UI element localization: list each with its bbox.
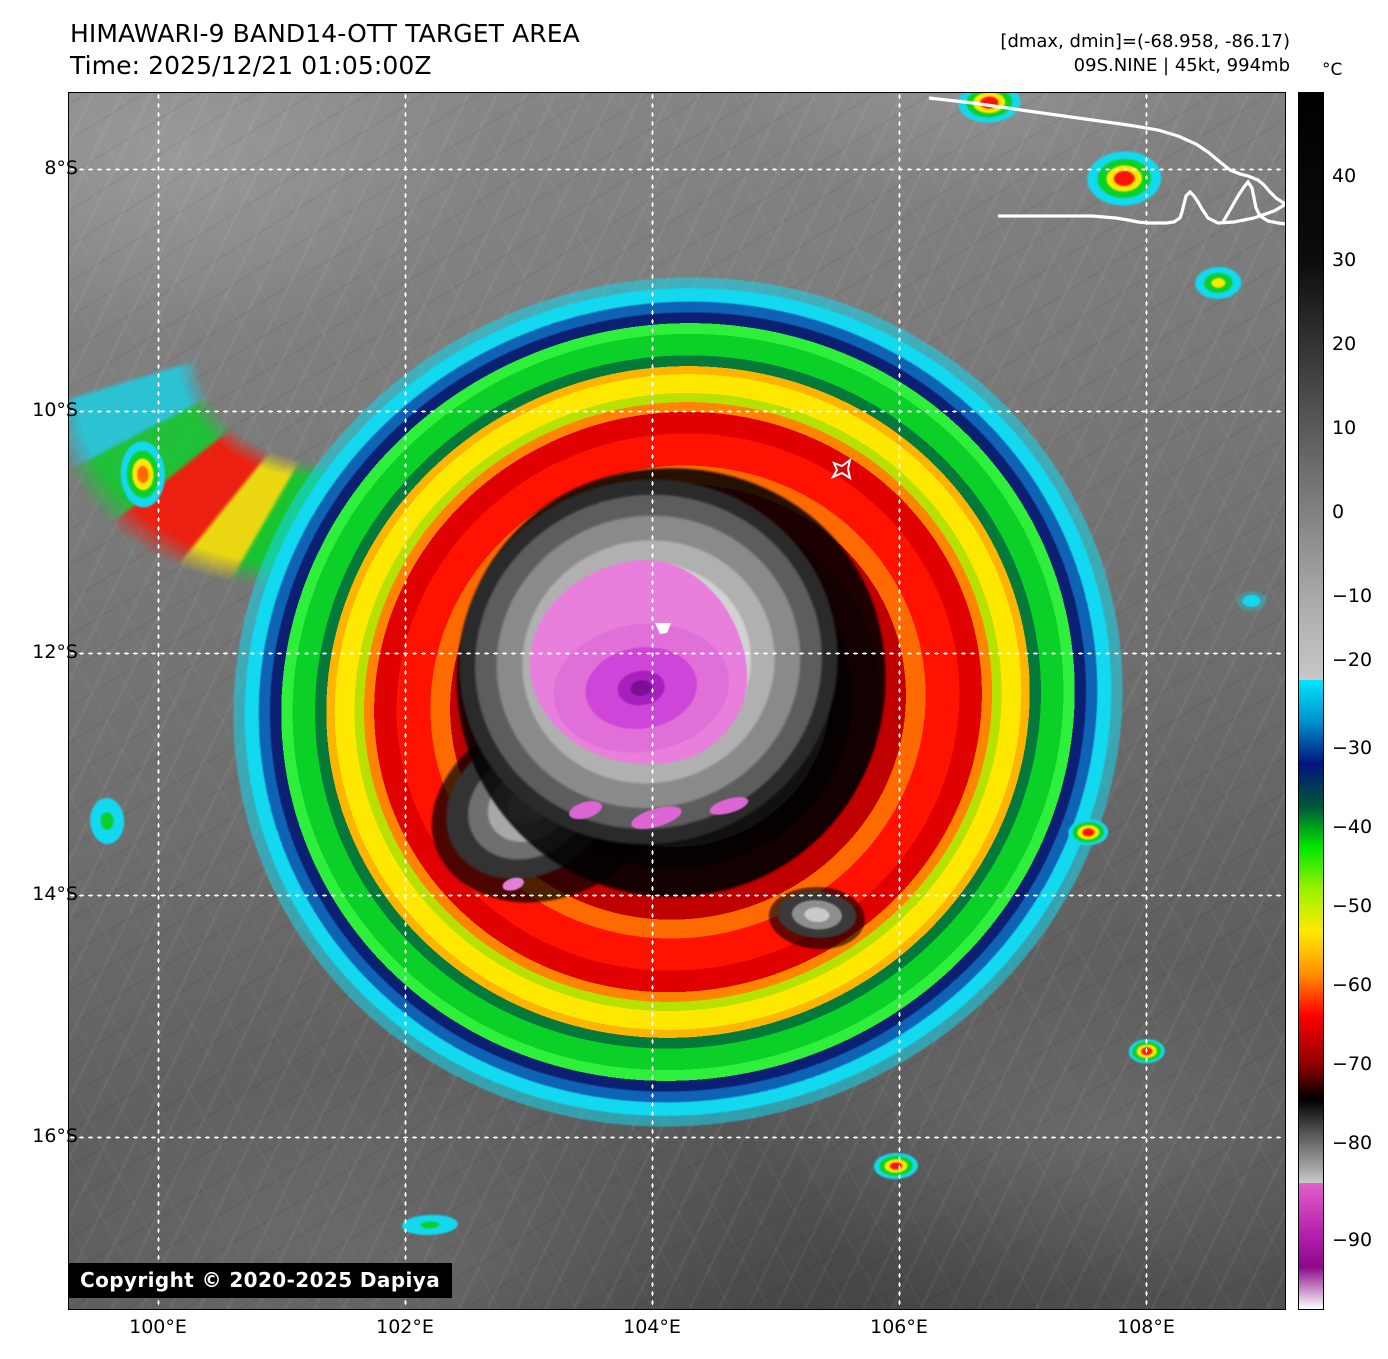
gridline-longitude-102E (404, 92, 407, 1310)
xtick-label-108E: 108°E (1117, 1316, 1175, 1338)
gridline-latitude-14S (68, 894, 1286, 897)
gridline-longitude-106E (898, 92, 901, 1310)
colorbar-tick-10: 10 (1332, 417, 1357, 439)
colorbar-tick-m40: −40 (1332, 816, 1373, 838)
temperature-colorbar[interactable] (1298, 92, 1324, 1310)
xtick-label-106E: 106°E (870, 1316, 928, 1338)
colorbar-tick-m90: −90 (1332, 1229, 1373, 1251)
storm-info-label: 09S.NINE | 45kt, 994mb (1073, 55, 1290, 76)
ytick-label-12S: 12°S (32, 641, 78, 663)
gridline-latitude-8S (68, 168, 1286, 171)
ytick-label-10S: 10°S (32, 399, 78, 421)
colorbar-tick-m10: −10 (1332, 585, 1373, 607)
xtick-label-104E: 104°E (623, 1316, 681, 1338)
gridline-latitude-10S (68, 410, 1286, 413)
gridline-longitude-108E (1145, 92, 1148, 1310)
metadata-block: [dmax, dmin]=(-68.958, -86.17) 09S.NINE … (1000, 30, 1290, 78)
satellite-swath (68, 92, 1286, 1310)
colorbar-tick-0: 0 (1332, 501, 1345, 523)
timestamp-label: Time: 2025/12/21 01:05:00Z (70, 51, 432, 80)
page-title: HIMAWARI-9 BAND14-OTT TARGET AREA (70, 19, 580, 48)
dmin-marker (655, 623, 671, 634)
colorbar-tick-m70: −70 (1332, 1053, 1373, 1075)
chart-title-block: HIMAWARI-9 BAND14-OTT TARGET AREA Time: … (70, 18, 580, 82)
gridline-latitude-12S (68, 652, 1286, 655)
tropical-cyclone-core (68, 92, 1286, 1310)
dminmax-label: [dmax, dmin]=(-68.958, -86.17) (1000, 31, 1290, 52)
colorbar-tick-m30: −30 (1332, 737, 1373, 759)
gridline-longitude-104E (651, 92, 654, 1310)
colorbar-tick-30: 30 (1332, 249, 1357, 271)
colorbar-tick-m60: −60 (1332, 974, 1373, 996)
colorbar-gradient (1299, 93, 1323, 1309)
colorbar-tick-m20: −20 (1332, 649, 1373, 671)
ytick-label-14S: 14°S (32, 883, 78, 905)
dmax-marker (830, 457, 852, 481)
xtick-label-100E: 100°E (129, 1316, 187, 1338)
ytick-label-16S: 16°S (32, 1125, 78, 1147)
copyright-watermark: Copyright © 2020-2025 Dapiya (68, 1263, 453, 1298)
colorbar-tick-20: 20 (1332, 333, 1357, 355)
gridline-latitude-16S (68, 1136, 1286, 1139)
gridline-longitude-100E (157, 92, 160, 1310)
satellite-image-plot[interactable]: Copyright © 2020-2025 Dapiya (68, 92, 1286, 1310)
colorbar-tick-m50: −50 (1332, 895, 1373, 917)
colorbar-tick-m80: −80 (1332, 1132, 1373, 1154)
colorbar-tick-40: 40 (1332, 165, 1357, 187)
xtick-label-102E: 102°E (376, 1316, 434, 1338)
colorbar-unit-label: °C (1322, 60, 1343, 80)
ytick-label-8S: 8°S (44, 157, 78, 179)
